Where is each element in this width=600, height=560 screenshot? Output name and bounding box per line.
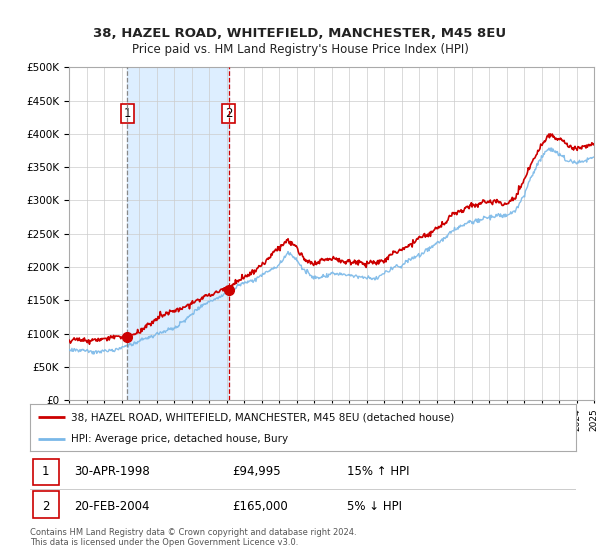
Bar xyxy=(127,67,229,400)
Text: 1: 1 xyxy=(42,465,50,478)
Text: 20-FEB-2004: 20-FEB-2004 xyxy=(74,500,149,512)
Text: 5% ↓ HPI: 5% ↓ HPI xyxy=(347,500,401,512)
Text: £94,995: £94,995 xyxy=(232,465,281,478)
Text: 15% ↑ HPI: 15% ↑ HPI xyxy=(347,465,409,478)
Text: 2: 2 xyxy=(225,108,233,120)
Text: 2: 2 xyxy=(42,500,50,512)
Text: Contains HM Land Registry data © Crown copyright and database right 2024.
This d: Contains HM Land Registry data © Crown c… xyxy=(30,528,356,547)
Text: 30-APR-1998: 30-APR-1998 xyxy=(74,465,149,478)
Text: Price paid vs. HM Land Registry's House Price Index (HPI): Price paid vs. HM Land Registry's House … xyxy=(131,43,469,56)
Bar xyxy=(33,492,59,518)
Text: 38, HAZEL ROAD, WHITEFIELD, MANCHESTER, M45 8EU: 38, HAZEL ROAD, WHITEFIELD, MANCHESTER, … xyxy=(94,27,506,40)
Text: 38, HAZEL ROAD, WHITEFIELD, MANCHESTER, M45 8EU (detached house): 38, HAZEL ROAD, WHITEFIELD, MANCHESTER, … xyxy=(71,412,454,422)
Text: 1: 1 xyxy=(124,108,131,120)
Text: £165,000: £165,000 xyxy=(232,500,288,512)
Bar xyxy=(33,459,59,485)
Text: HPI: Average price, detached house, Bury: HPI: Average price, detached house, Bury xyxy=(71,434,288,444)
